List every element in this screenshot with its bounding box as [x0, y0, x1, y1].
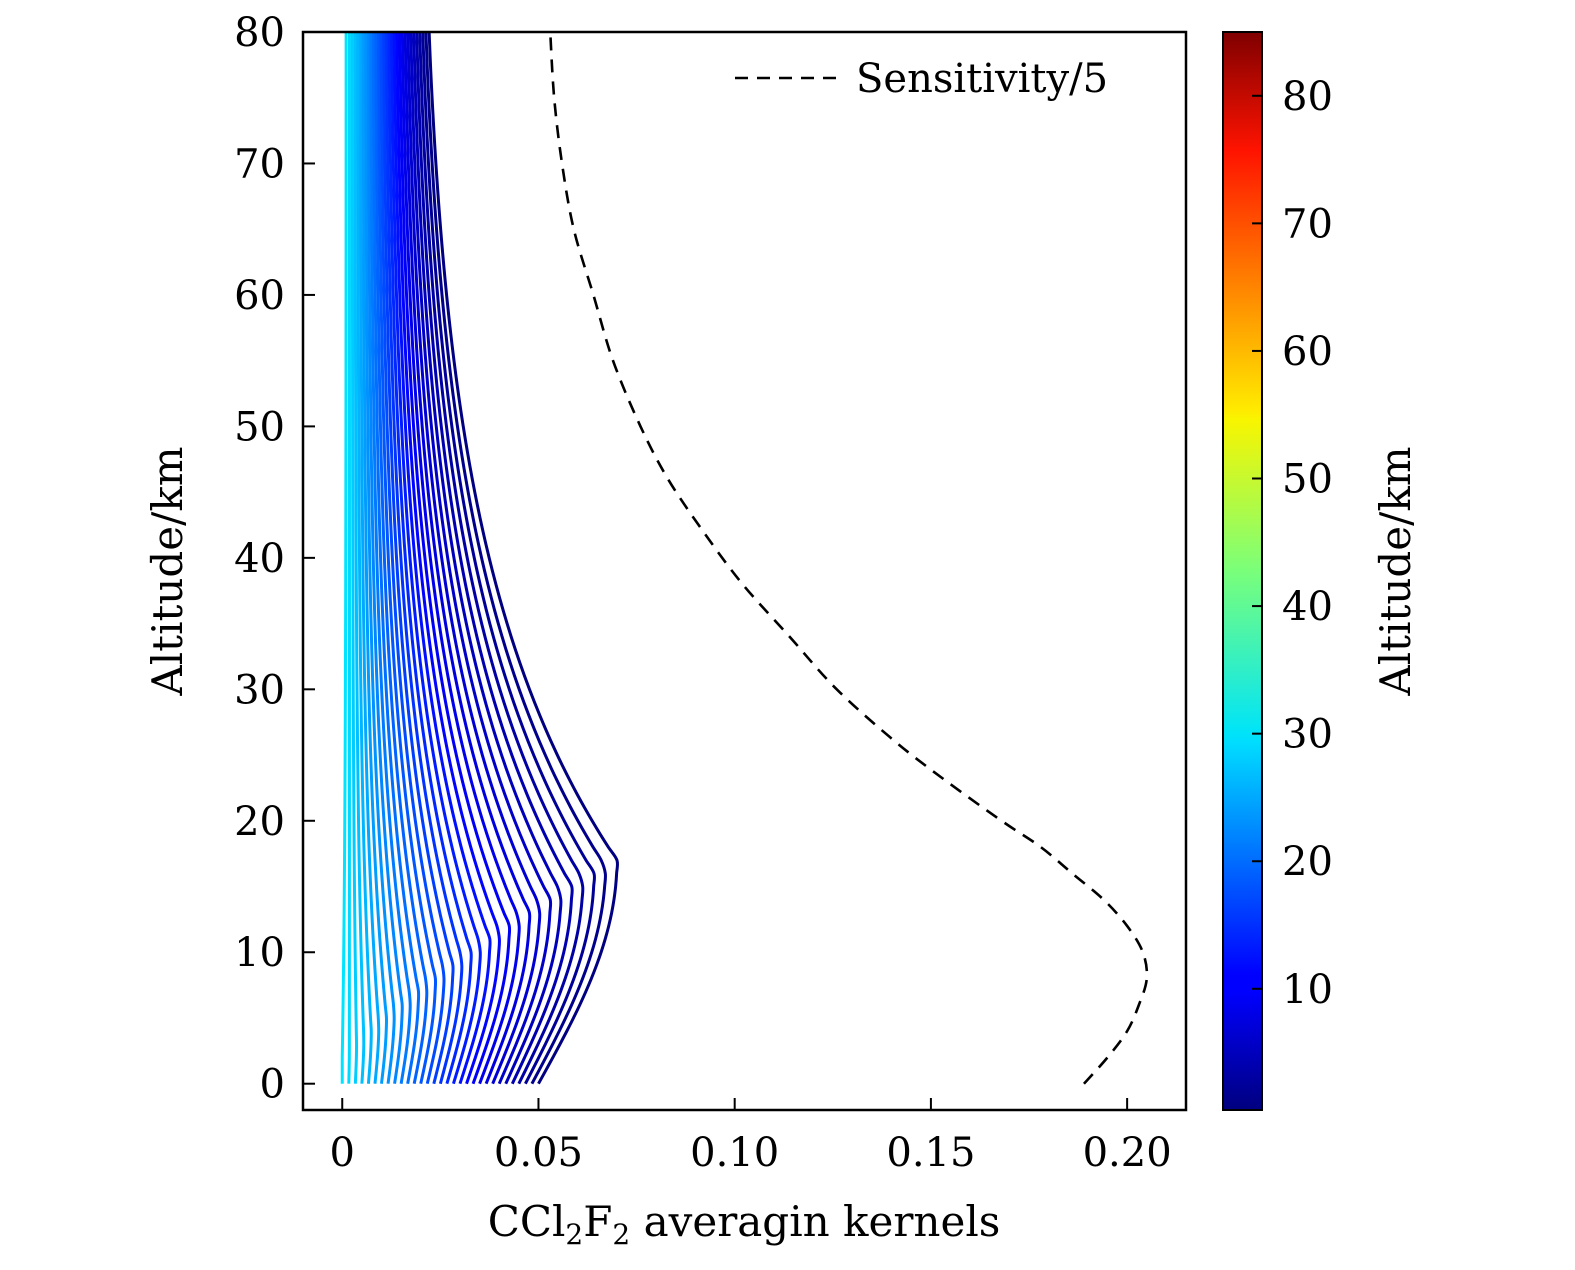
colorbar-label: Altitude/km	[1371, 446, 1420, 696]
y-tick-label: 60	[234, 273, 285, 319]
y-tick-label: 40	[234, 536, 285, 582]
colorbar-tick-label: 70	[1282, 201, 1333, 247]
y-axis-label: Altitude/km	[143, 446, 192, 696]
kernel-line	[359, 32, 381, 1084]
kernel-line	[379, 32, 446, 1085]
kernel-line	[390, 32, 482, 1085]
x-tick-label: 0	[330, 1130, 355, 1176]
y-tick-label: 70	[234, 141, 285, 187]
x-tick-label: 0.05	[494, 1130, 583, 1176]
kernel-line	[403, 32, 532, 1085]
x-axis-ticks: 0 0.05 0.10 0.15 0.20	[330, 1098, 1172, 1176]
kernel-line	[409, 32, 553, 1085]
kernel-line	[374, 32, 429, 1085]
kernel-line	[406, 32, 542, 1085]
y-tick-label: 50	[234, 404, 285, 450]
kernel-line	[387, 32, 473, 1085]
colorbar-tick-label: 40	[1282, 584, 1333, 630]
colorbar-gradient	[1222, 31, 1263, 1111]
kernel-line	[382, 32, 455, 1085]
y-tick-label: 20	[234, 799, 285, 845]
colorbar-tick-label: 20	[1282, 839, 1333, 885]
colorbar-tick-label: 80	[1282, 74, 1333, 120]
y-tick-label: 80	[234, 10, 285, 56]
colorbar-tick-label: 30	[1282, 712, 1333, 758]
kernel-line	[371, 32, 421, 1084]
kernel-line	[364, 32, 396, 1084]
legend: Sensitivity/5	[735, 56, 1108, 102]
x-tick-label: 0.20	[1083, 1130, 1172, 1176]
x-tick-label: 0.10	[690, 1130, 779, 1176]
kernel-line	[400, 32, 521, 1085]
kernel-line	[424, 32, 607, 1085]
kernel-line	[361, 32, 389, 1084]
colorbar: 10 20 30 40 50 60 70 80 Altitude/km	[1222, 31, 1420, 1111]
plot-frame	[301, 30, 1188, 1112]
kernel-line	[418, 32, 585, 1085]
kernel-line	[369, 32, 412, 1084]
legend-label: Sensitivity/5	[856, 56, 1108, 102]
kernel-line	[353, 32, 366, 1084]
kernel-line	[421, 32, 596, 1085]
kernel-line	[398, 32, 512, 1085]
kernel-line	[356, 32, 373, 1084]
kernel-line	[395, 32, 501, 1085]
kernel-line	[347, 32, 351, 1084]
kernel-line	[427, 32, 620, 1085]
y-tick-label: 10	[234, 930, 285, 976]
y-tick-label: 30	[234, 667, 285, 713]
y-axis-ticks: 0 10 20 30 40 50 60 70 80	[234, 10, 315, 1108]
kernel-line	[340, 32, 348, 1084]
kernel-line	[384, 32, 464, 1085]
kernel-line	[366, 32, 404, 1084]
colorbar-tick-label: 60	[1282, 329, 1333, 375]
sensitivity-line	[548, 32, 1149, 1085]
kernel-line	[415, 32, 574, 1085]
kernel-line	[412, 32, 563, 1085]
kernel-lines	[340, 32, 620, 1085]
kernel-line	[350, 32, 359, 1084]
colorbar-tick-label: 50	[1282, 457, 1333, 503]
colorbar-tick-label: 10	[1282, 967, 1333, 1013]
colorbar-ticks: 10 20 30 40 50 60 70 80	[1252, 74, 1333, 1013]
x-tick-label: 0.15	[886, 1130, 975, 1176]
y-tick-label: 0	[260, 1062, 285, 1108]
kernel-line	[392, 32, 492, 1085]
kernel-line	[377, 32, 438, 1085]
x-axis-label: CCl2F2 averagin kernels	[488, 1197, 1001, 1251]
